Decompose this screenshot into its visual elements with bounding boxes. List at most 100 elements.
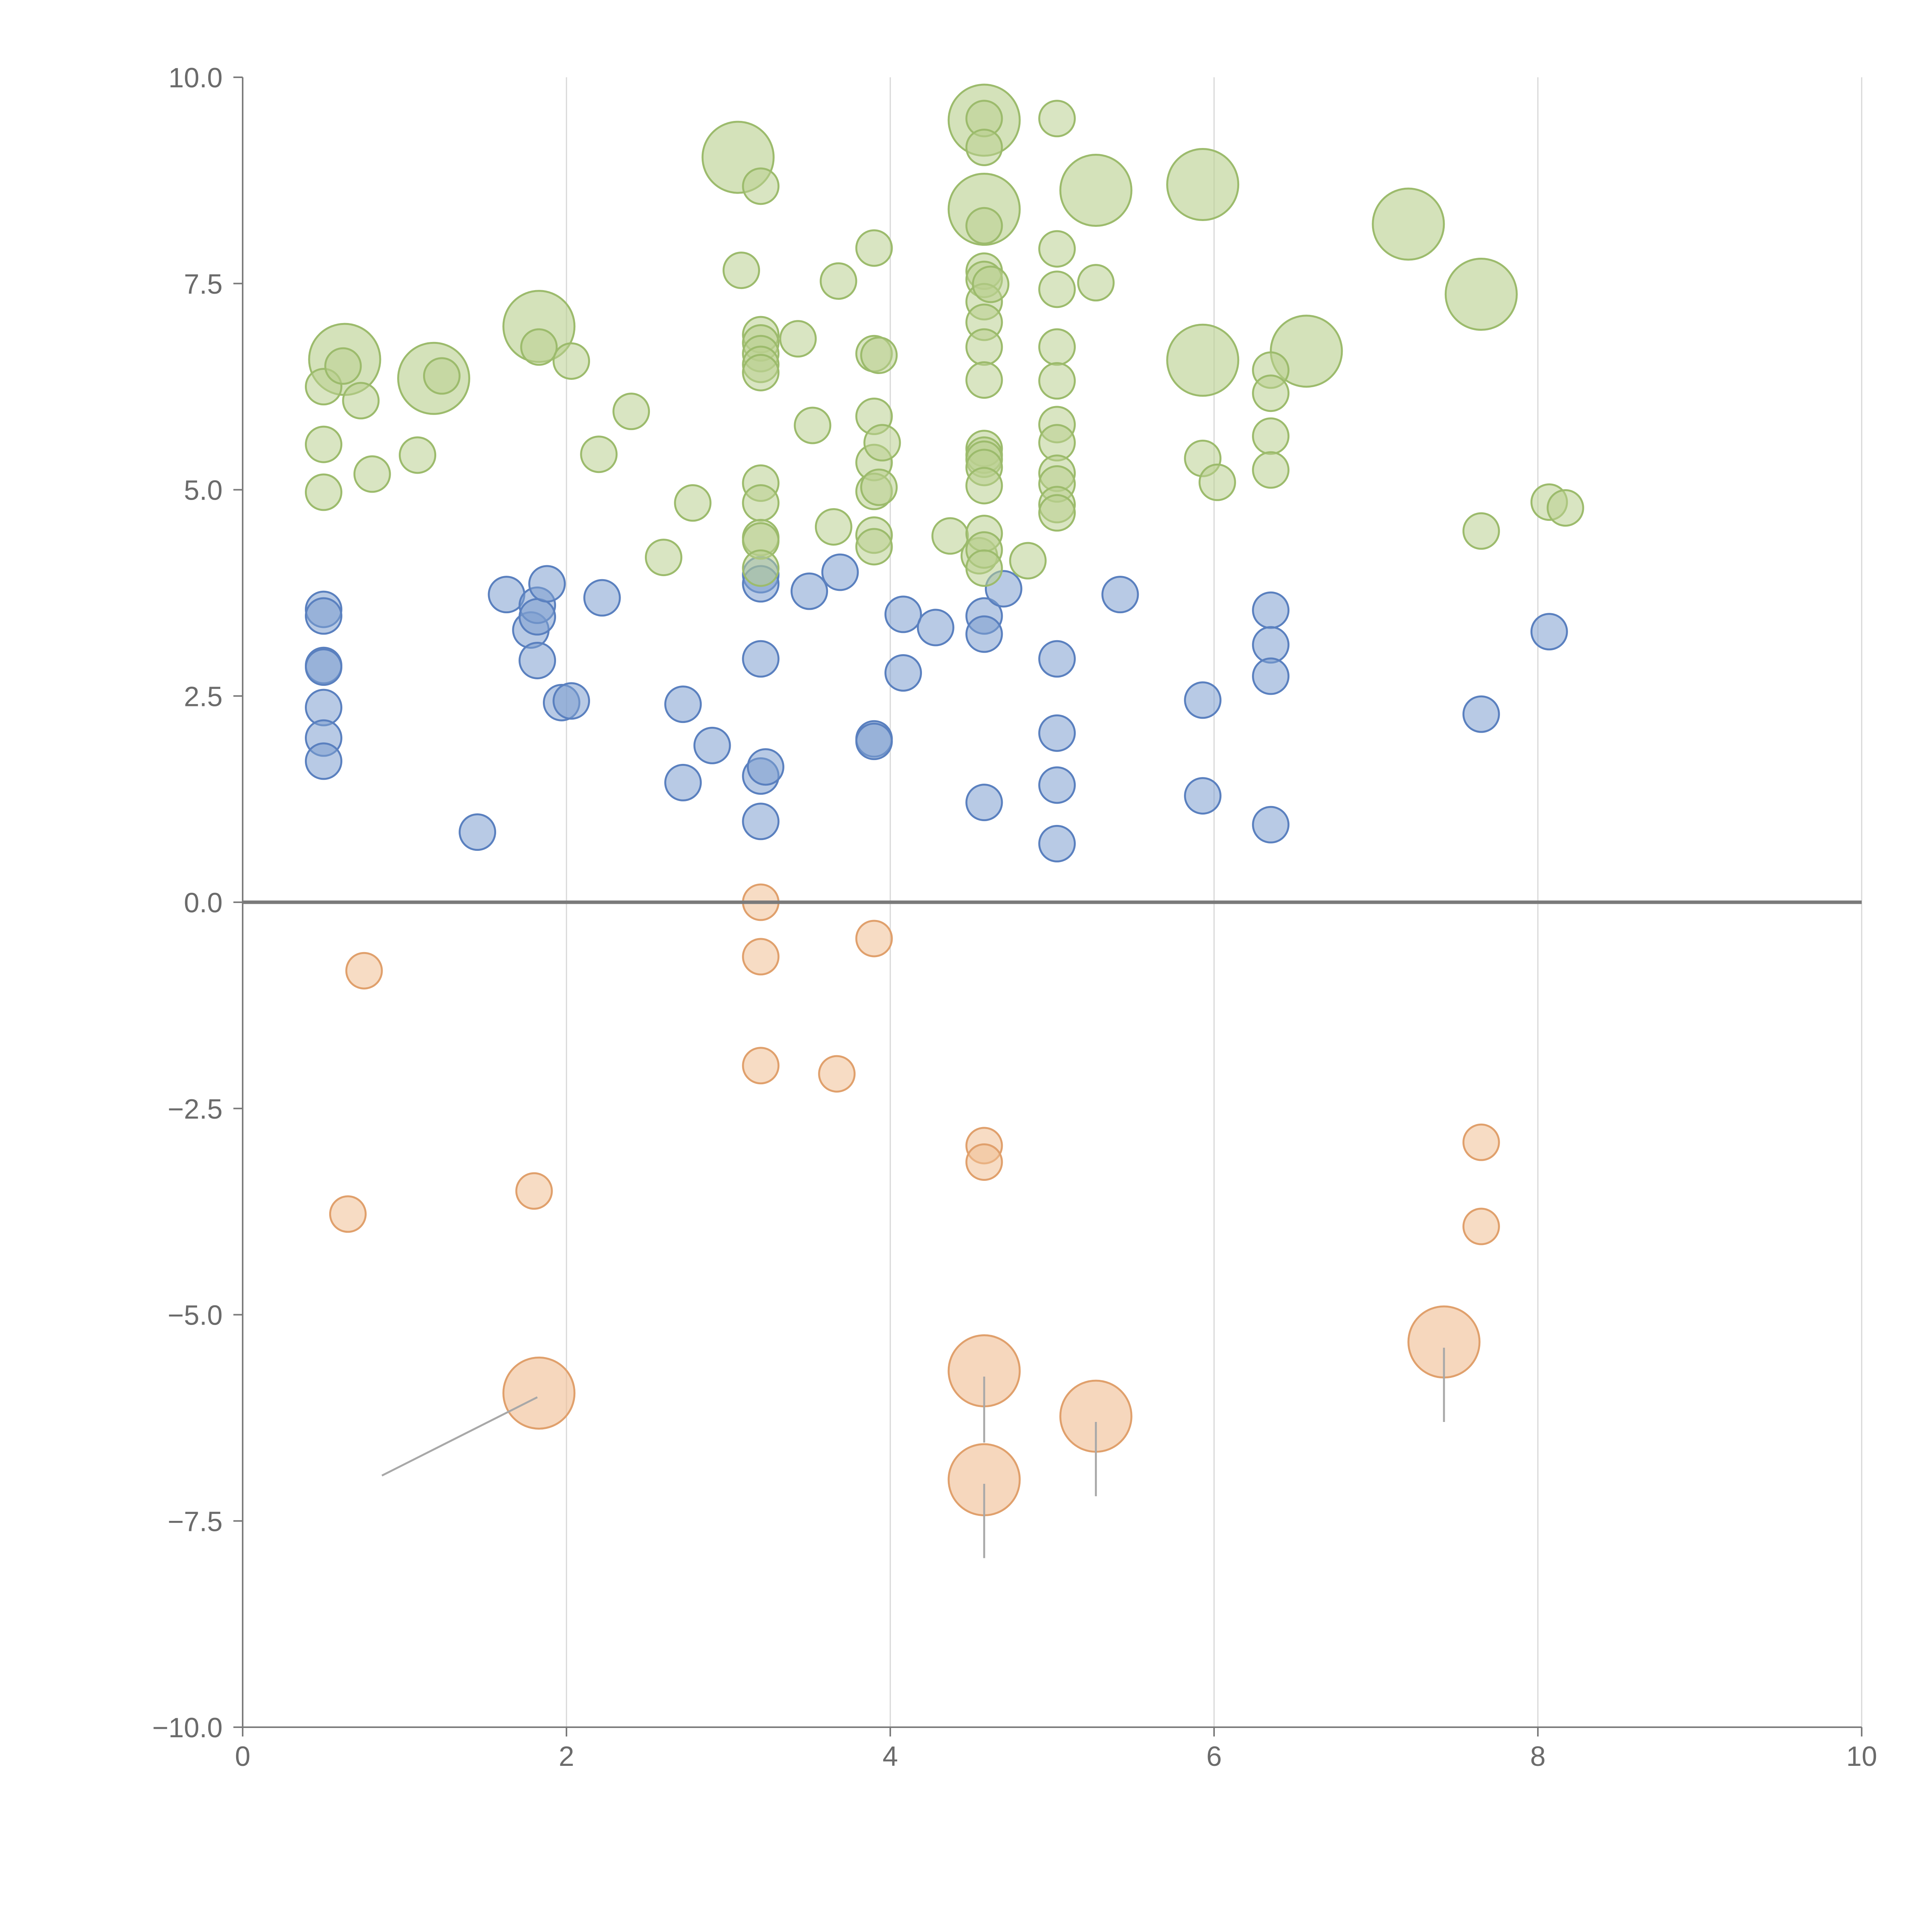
green-data-point [342,382,380,420]
blue-data-point [528,565,566,603]
green-data-point [742,484,780,522]
green-data-point [965,128,1003,166]
green-data-point [965,549,1003,587]
green-data-point [612,393,650,430]
green-data-point [423,357,461,395]
orange-data-point [742,938,780,976]
blue-data-point [305,648,342,686]
orange-data-point [742,1047,780,1085]
annotation-leader-lines [381,1347,1445,1558]
green-data-point [820,262,857,300]
annotation-leader-line [381,1396,538,1477]
blue-data-point [1184,777,1222,815]
blue-data-point [583,579,621,617]
green-data-point [794,406,832,444]
green-data-point [305,473,342,511]
green-data-point [1038,362,1076,400]
blue-data-point [519,598,556,636]
green-data-point [645,539,682,577]
green-data-point [1198,463,1236,501]
x-tick-label: 4 [883,1741,898,1772]
green-data-point [399,436,437,474]
blue-data-point [1038,825,1076,862]
x-tick-label: 2 [559,1741,574,1772]
green-large-bubble [1372,187,1445,261]
green-data-point [965,467,1003,505]
y-tick-label: 10.0 [168,63,223,94]
y-tick-label: −2.5 [168,1094,223,1125]
blue-data-point [1184,681,1222,719]
green-data-point [1077,264,1115,302]
green-data-point [580,435,618,473]
green-data-point [1462,512,1500,550]
orange-data-point [1462,1123,1500,1161]
blue-data-point [459,813,497,851]
green-data-point [553,342,590,380]
orange-data-point [329,1195,367,1233]
blue-data-point [965,615,1003,653]
x-tick-label: 0 [235,1741,250,1772]
blue-data-point [1038,640,1076,678]
blue-data-point [742,803,780,840]
green-data-point [1038,494,1076,532]
green-data-point [1252,374,1290,412]
blue-data-point [693,726,731,764]
blue-data-point [1252,657,1290,695]
blue-data-point [664,685,702,723]
blue-data-point [1462,695,1500,733]
blue-data-point [791,572,828,610]
green-data-point [674,484,712,522]
green-large-bubble [1059,153,1133,227]
green-data-point [1038,328,1076,366]
orange-data-point [965,1143,1003,1181]
blue-data-point [1038,766,1076,804]
blue-data-point [884,654,922,692]
green-data-point [860,468,898,506]
green-data-point [855,528,893,566]
green-data-point [1038,100,1076,138]
green-data-point [779,320,817,358]
blue-data-point [917,609,954,646]
green-data-point [965,328,1003,366]
x-tick-label: 10 [1846,1741,1877,1772]
blue-data-point [1252,626,1290,664]
y-tick-label: −7.5 [168,1506,223,1537]
y-tick-label: −5.0 [168,1300,223,1331]
blue-data-point [1038,714,1076,752]
green-data-point [520,328,558,366]
blue-data-point [305,742,342,780]
blue-data-point [664,764,702,801]
blue-data-point [821,553,859,591]
x-tick-label: 6 [1206,1741,1222,1772]
green-data-point [855,229,893,267]
orange-data-point [515,1172,553,1210]
green-large-bubble [1166,148,1240,221]
y-tick-label: 2.5 [184,681,223,712]
orange-data-point [345,952,383,990]
y-axis-ticks: −10.0 −7.5 −5.0 −2.5 0.0 2.5 5.0 7.5 10.0 [152,63,243,1743]
x-axis-ticks: 0 2 4 6 8 10 [235,1727,1877,1772]
green-large-bubble [1166,323,1240,397]
blue-data-point [747,748,784,786]
y-tick-label: −10.0 [152,1713,223,1743]
green-data-point [1038,270,1076,308]
orange-large-bubble [502,1356,576,1430]
green-data-point [965,207,1003,245]
green-data-point [965,361,1003,399]
green-data-point [324,347,362,385]
y-tick-label: 5.0 [184,475,223,506]
blue-data-point [742,640,780,678]
green-data-point [1546,489,1584,527]
blue-data-point [1252,806,1290,844]
blue-data-point [553,682,590,720]
green-large-bubble [1444,258,1518,331]
orange-data-point [818,1055,856,1093]
blue-data-point [884,595,922,633]
blue-data-point [1101,576,1139,614]
green-data-point [1252,451,1290,489]
green-data-point [815,508,852,546]
y-tick-label: 7.5 [184,269,223,300]
blue-data-point [305,597,342,635]
green-data-point [353,455,391,493]
